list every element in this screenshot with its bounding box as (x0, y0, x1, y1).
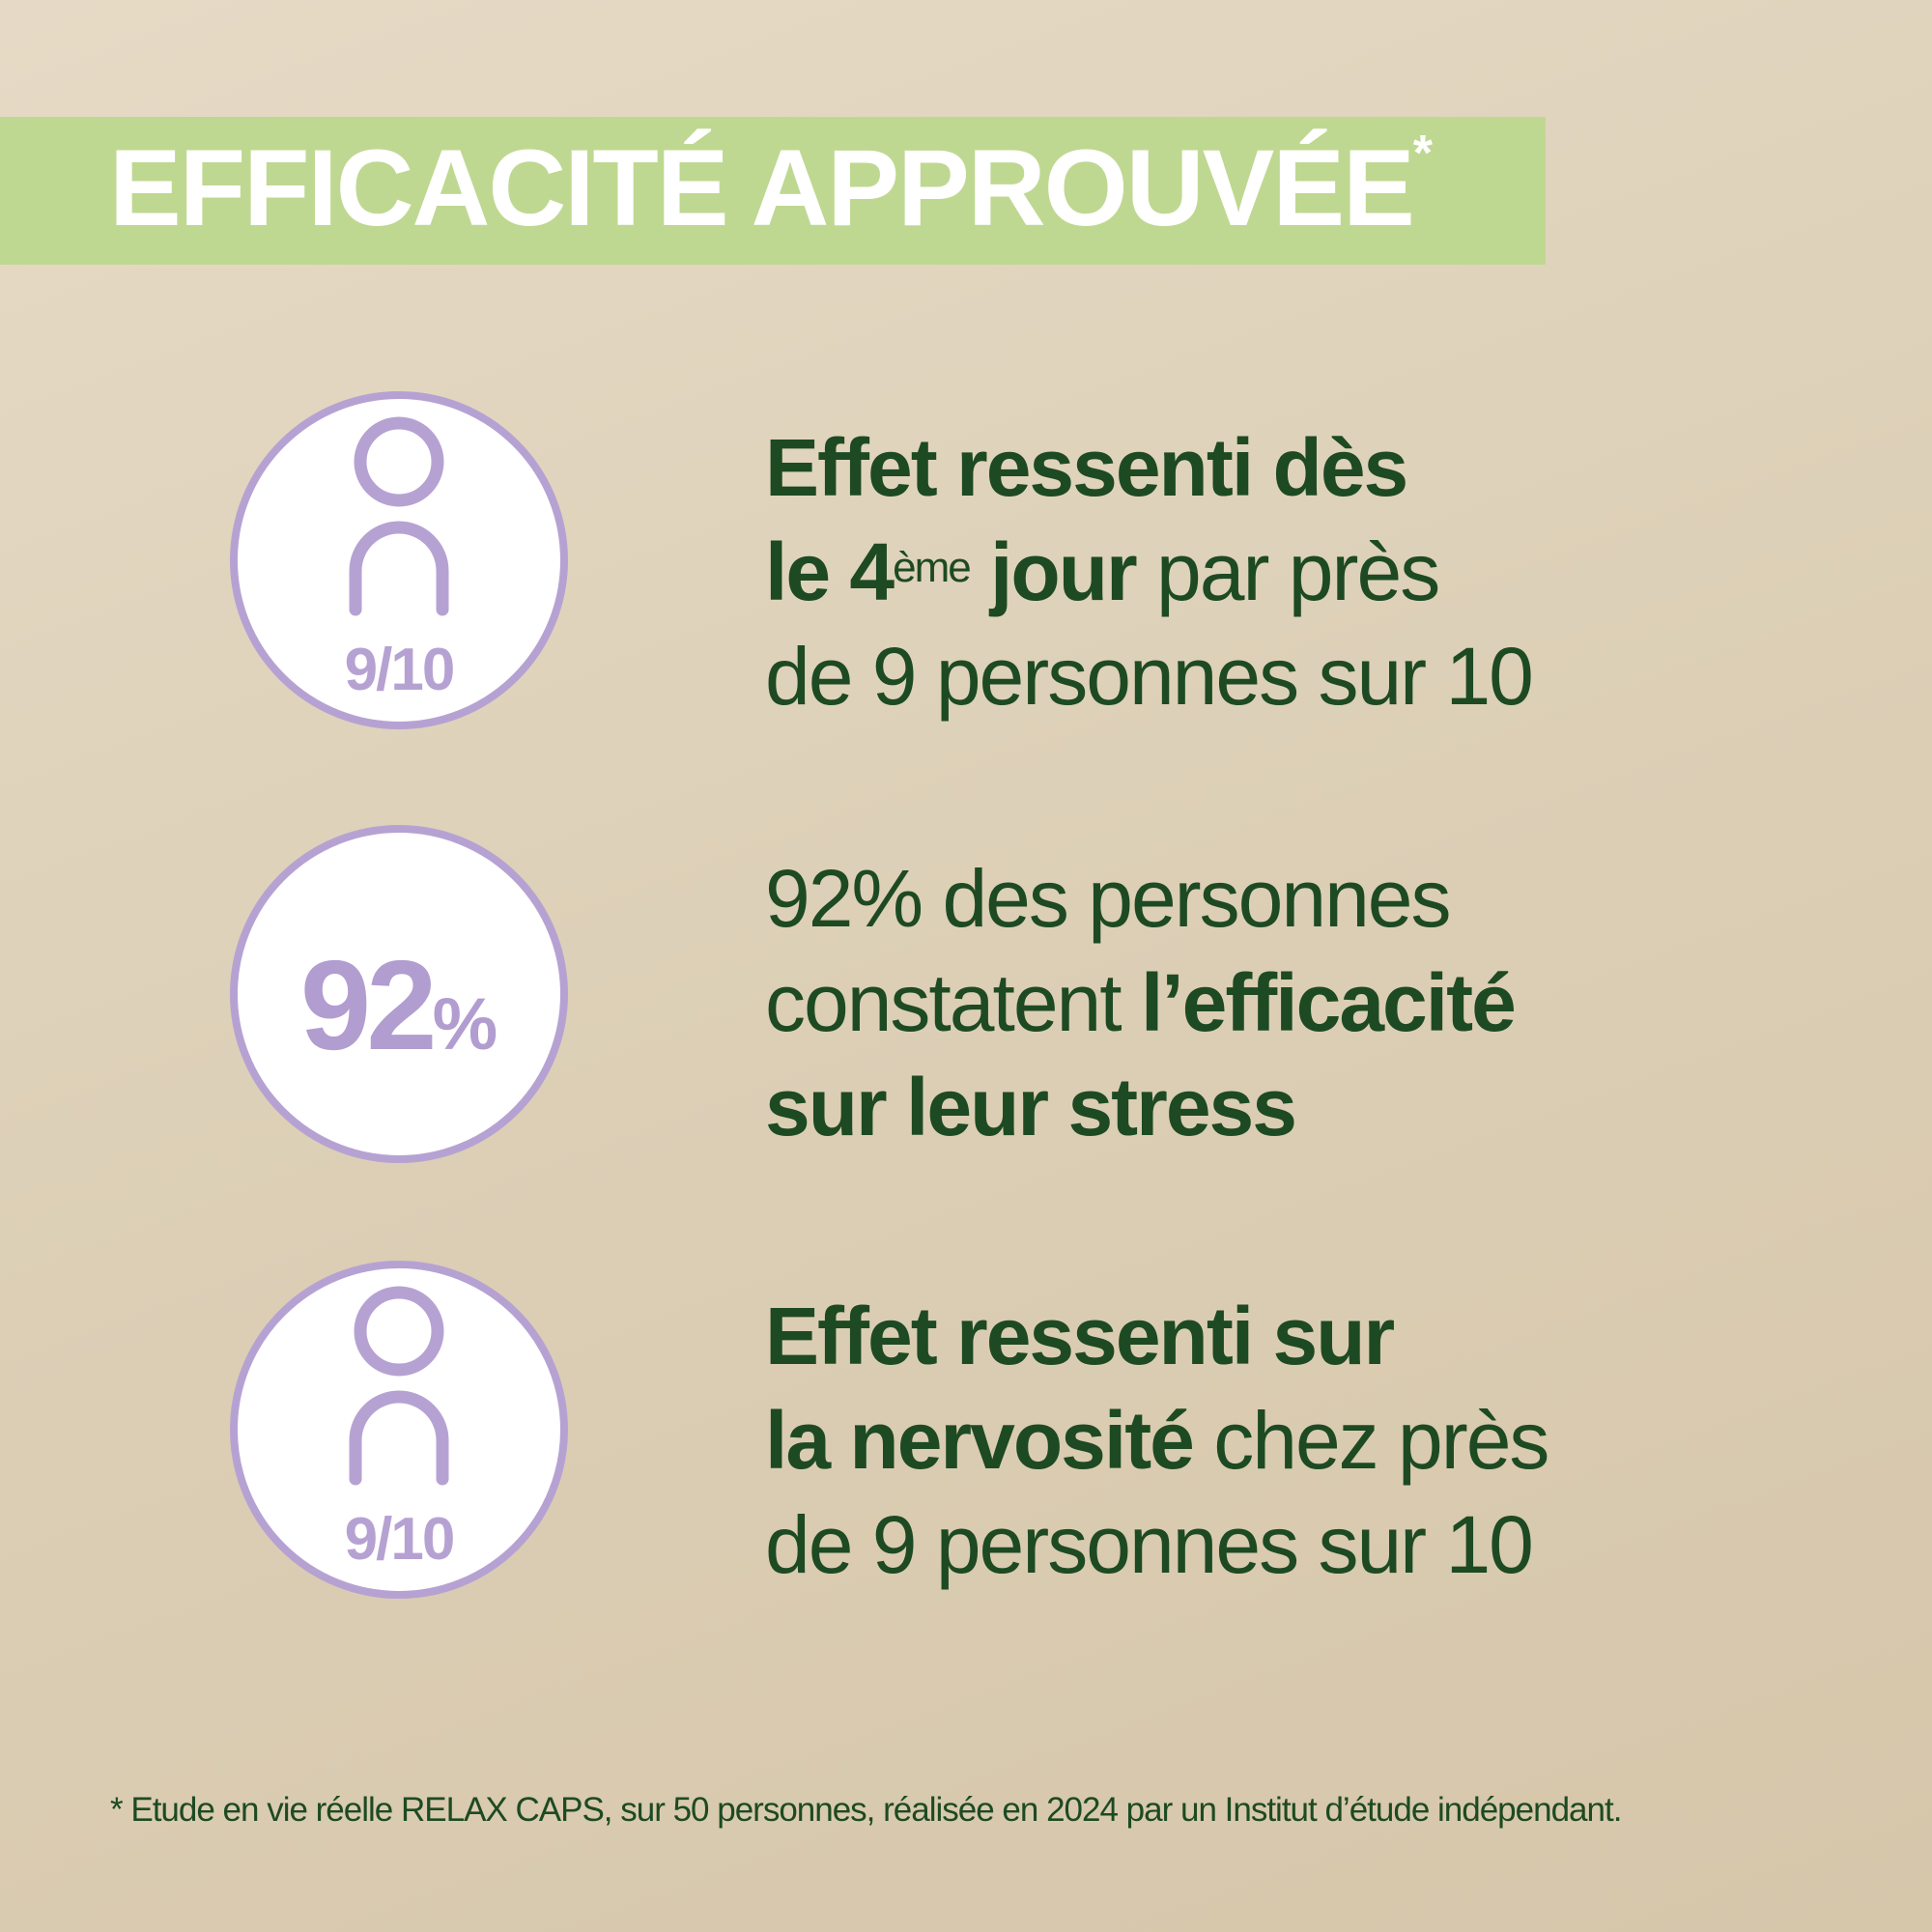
person-icon (349, 416, 449, 616)
stat-text: de 9 personnes sur 10 (765, 631, 1534, 722)
stat-line: le 4ème jour par près (765, 520, 1532, 624)
stat-bold-text: Effet ressenti dès (765, 422, 1408, 513)
stat-text: de 9 personnes sur 10 (765, 1499, 1534, 1590)
stat-badge-3: 9/10 (230, 1261, 568, 1599)
stat-value: 9/10 (344, 1506, 456, 1573)
stat-bold-text: sur leur stress (765, 1062, 1297, 1152)
stat-badge-2: 92% (230, 825, 568, 1163)
stat-line: de 9 personnes sur 10 (765, 1492, 1548, 1597)
stat-bold-text: jour (969, 526, 1138, 617)
title-banner: EFFICACITÉ APPROUVÉE* (0, 117, 1546, 265)
stat-badge-1: 9/10 (230, 391, 568, 729)
stat-value: 9/10 (344, 637, 456, 703)
stat-line: 92% des personnes (765, 846, 1515, 951)
stat-text: 92% des personnes (765, 853, 1452, 944)
percent-number: 92 (299, 934, 438, 1076)
stat-bold-text: l’efficacité (1140, 957, 1517, 1048)
stat-value: 92% (238, 942, 560, 1069)
stat-text: constatent (765, 957, 1141, 1048)
stat-text: par près (1135, 526, 1440, 617)
stat-text-1: Effet ressenti dès le 4ème jour par près… (765, 415, 1534, 728)
stat-line: la nervosité chez près (765, 1388, 1549, 1492)
stat-line: Effet ressenti dès (765, 415, 1532, 520)
footnote-mark: * (1412, 126, 1433, 182)
stat-bold-text: le 4 (765, 526, 895, 617)
stat-text-2: 92% des personnes constatent l’efficacit… (765, 846, 1517, 1159)
page-title: EFFICACITÉ APPROUVÉE* (109, 128, 1433, 242)
page-title-text: EFFICACITÉ APPROUVÉE (109, 128, 1415, 248)
stat-bold-text: Effet ressenti sur (765, 1291, 1395, 1381)
stat-text: chez près (1192, 1395, 1549, 1486)
person-icon (349, 1286, 449, 1486)
stat-line: de 9 personnes sur 10 (765, 624, 1534, 728)
stat-line: Effet ressenti sur (765, 1284, 1548, 1388)
percent-sign: % (432, 983, 498, 1065)
stat-line: sur leur stress (765, 1055, 1515, 1159)
stat-text-3: Effet ressenti sur la nervosité chez prè… (765, 1284, 1549, 1597)
stat-bold-text: la nervosité (765, 1395, 1195, 1486)
ordinal-suffix: ème (893, 544, 972, 591)
footnote: * Etude en vie réelle RELAX CAPS, sur 50… (110, 1791, 1622, 1829)
stat-line: constatent l’efficacité (765, 951, 1517, 1055)
